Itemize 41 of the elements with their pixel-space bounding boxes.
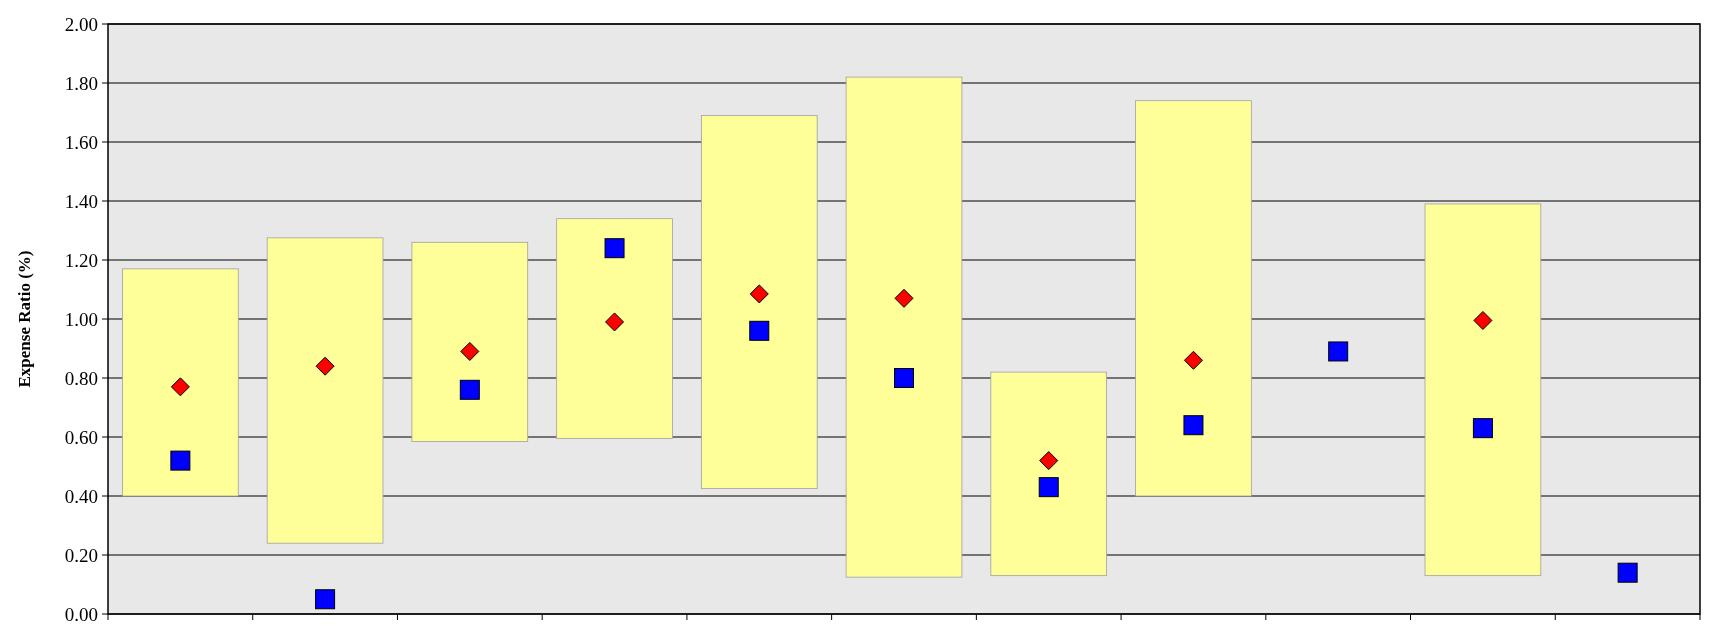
point <box>459 379 480 400</box>
bar <box>411 241 529 442</box>
point <box>170 377 190 397</box>
point <box>605 312 625 332</box>
bar <box>266 237 384 544</box>
bar <box>122 268 239 497</box>
point <box>460 341 480 361</box>
point <box>1617 562 1638 583</box>
y-tick-label: 0.40 <box>64 485 98 507</box>
bar <box>700 115 818 490</box>
bar <box>845 76 963 578</box>
y-axis-title: Expense Ratio (%) <box>15 250 34 388</box>
y-tick-label: 1.00 <box>64 308 98 330</box>
y-tick-label: 1.60 <box>64 131 98 153</box>
point <box>1328 341 1349 362</box>
y-tick-label: 1.40 <box>64 190 98 212</box>
y-tick-label: 2.00 <box>64 13 98 35</box>
bar <box>556 218 673 439</box>
point <box>170 450 191 471</box>
y-tick-label: 1.20 <box>64 249 98 271</box>
point <box>749 320 770 341</box>
point <box>894 368 914 388</box>
bar <box>1424 203 1542 577</box>
y-tick-label: 0.60 <box>64 426 98 448</box>
point <box>315 356 335 376</box>
point <box>1183 415 1204 436</box>
point <box>1038 477 1059 498</box>
point <box>749 284 769 304</box>
bar <box>1135 100 1252 497</box>
point <box>1039 451 1059 471</box>
y-tick-label: 0.20 <box>64 544 98 566</box>
y-tick-label: 0.00 <box>64 603 98 625</box>
point <box>315 589 336 610</box>
y-tick-label: 0.80 <box>64 367 98 389</box>
point <box>1472 418 1493 439</box>
bar <box>990 371 1108 577</box>
point <box>894 288 914 308</box>
point <box>604 238 625 259</box>
y-tick-label: 1.80 <box>64 72 98 94</box>
point <box>1183 350 1203 370</box>
point <box>1473 310 1493 330</box>
